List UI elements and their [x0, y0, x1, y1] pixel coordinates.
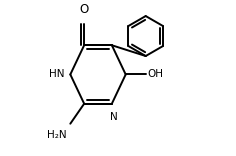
Text: HN: HN: [49, 69, 64, 79]
Text: OH: OH: [147, 69, 163, 79]
Text: O: O: [80, 3, 89, 16]
Text: H₂N: H₂N: [47, 130, 67, 140]
Text: N: N: [110, 112, 117, 122]
